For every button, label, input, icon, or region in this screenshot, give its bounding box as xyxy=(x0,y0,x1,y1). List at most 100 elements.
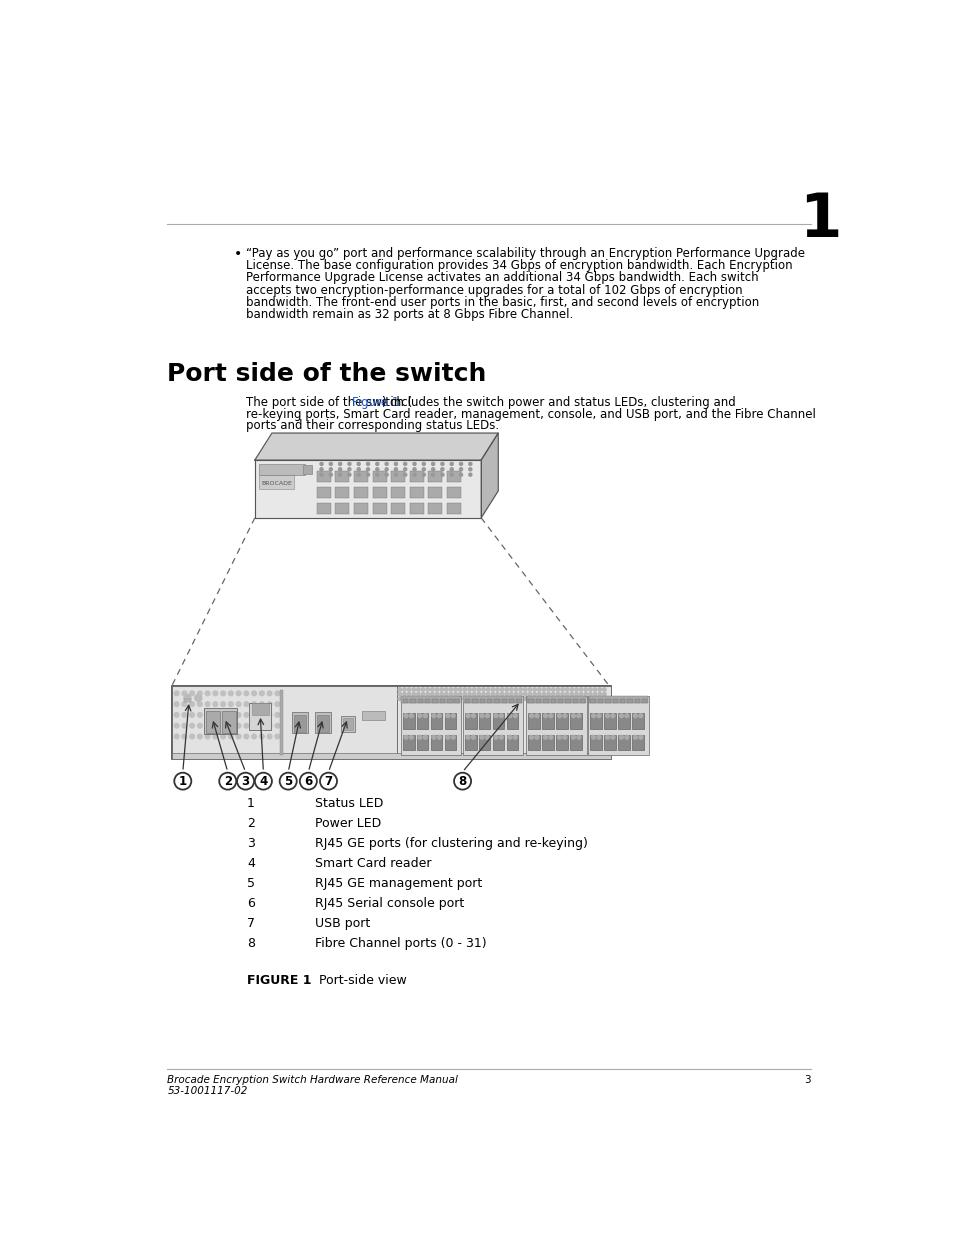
Circle shape xyxy=(252,734,256,739)
Circle shape xyxy=(205,692,210,695)
Circle shape xyxy=(407,697,411,700)
Circle shape xyxy=(523,693,526,695)
Circle shape xyxy=(244,734,249,739)
Circle shape xyxy=(514,688,517,692)
Bar xyxy=(556,735,567,751)
Bar xyxy=(315,711,331,734)
Circle shape xyxy=(205,701,210,706)
Circle shape xyxy=(449,688,452,692)
Circle shape xyxy=(560,688,563,692)
Circle shape xyxy=(435,693,438,695)
Circle shape xyxy=(541,697,545,700)
Circle shape xyxy=(197,734,202,739)
Circle shape xyxy=(472,693,476,695)
Circle shape xyxy=(491,697,494,700)
Circle shape xyxy=(504,693,508,695)
Circle shape xyxy=(444,688,448,692)
Circle shape xyxy=(472,697,476,700)
Circle shape xyxy=(252,713,256,718)
Text: 5: 5 xyxy=(247,877,254,890)
Circle shape xyxy=(394,468,397,471)
Bar xyxy=(431,714,442,729)
Circle shape xyxy=(509,697,513,700)
Circle shape xyxy=(190,701,194,706)
Circle shape xyxy=(432,735,436,740)
Bar xyxy=(340,716,355,732)
Circle shape xyxy=(570,693,573,695)
Bar xyxy=(258,464,305,475)
Circle shape xyxy=(236,734,241,739)
Circle shape xyxy=(537,697,540,700)
Circle shape xyxy=(467,697,471,700)
Circle shape xyxy=(394,462,397,466)
Bar xyxy=(354,471,368,482)
Circle shape xyxy=(397,697,401,700)
Bar xyxy=(303,464,312,474)
Circle shape xyxy=(602,688,605,692)
Circle shape xyxy=(588,693,592,695)
Text: 1: 1 xyxy=(799,190,841,249)
Circle shape xyxy=(575,693,578,695)
Circle shape xyxy=(537,688,540,692)
Circle shape xyxy=(454,697,456,700)
Bar xyxy=(249,703,271,730)
Circle shape xyxy=(267,713,272,718)
Circle shape xyxy=(416,697,419,700)
Circle shape xyxy=(467,688,471,692)
Bar xyxy=(431,735,442,751)
Circle shape xyxy=(421,688,424,692)
Circle shape xyxy=(444,697,448,700)
Circle shape xyxy=(279,773,296,789)
Circle shape xyxy=(274,692,279,695)
Circle shape xyxy=(565,688,568,692)
Text: RJ45 Serial console port: RJ45 Serial console port xyxy=(314,898,463,910)
Text: accepts two encryption-performance upgrades for a total of 102 Gbps of encryptio: accepts two encryption-performance upgra… xyxy=(245,284,741,296)
Circle shape xyxy=(571,735,575,740)
Circle shape xyxy=(556,697,559,700)
Text: BROCADE: BROCADE xyxy=(261,482,292,487)
Circle shape xyxy=(413,462,416,466)
Circle shape xyxy=(423,735,427,740)
Bar xyxy=(598,699,602,703)
Circle shape xyxy=(486,697,489,700)
Circle shape xyxy=(476,697,480,700)
Circle shape xyxy=(598,688,600,692)
Bar xyxy=(444,735,456,751)
Circle shape xyxy=(588,688,592,692)
Circle shape xyxy=(348,468,351,471)
Circle shape xyxy=(513,735,517,740)
Text: 8: 8 xyxy=(458,774,466,788)
Circle shape xyxy=(197,724,202,727)
Circle shape xyxy=(445,714,449,718)
Circle shape xyxy=(366,462,369,466)
Bar xyxy=(447,471,460,482)
Circle shape xyxy=(593,697,597,700)
Bar xyxy=(478,714,490,729)
Bar xyxy=(570,714,581,729)
Circle shape xyxy=(407,688,411,692)
Bar xyxy=(565,699,570,703)
Circle shape xyxy=(267,701,272,706)
Circle shape xyxy=(597,735,600,740)
Circle shape xyxy=(397,693,401,695)
Bar xyxy=(172,752,610,758)
Circle shape xyxy=(518,693,522,695)
Circle shape xyxy=(535,735,538,740)
Bar xyxy=(579,699,585,703)
Circle shape xyxy=(597,714,600,718)
Text: RJ45 GE management port: RJ45 GE management port xyxy=(314,877,481,890)
Circle shape xyxy=(450,468,453,471)
Circle shape xyxy=(259,701,264,706)
Circle shape xyxy=(244,701,249,706)
Circle shape xyxy=(479,714,483,718)
Bar xyxy=(509,699,514,703)
Circle shape xyxy=(496,697,498,700)
Circle shape xyxy=(426,693,429,695)
Circle shape xyxy=(432,714,436,718)
Circle shape xyxy=(577,735,580,740)
Text: 5: 5 xyxy=(284,774,292,788)
Bar xyxy=(528,699,534,703)
Text: 7: 7 xyxy=(324,774,333,788)
Circle shape xyxy=(274,701,279,706)
Bar xyxy=(428,471,442,482)
